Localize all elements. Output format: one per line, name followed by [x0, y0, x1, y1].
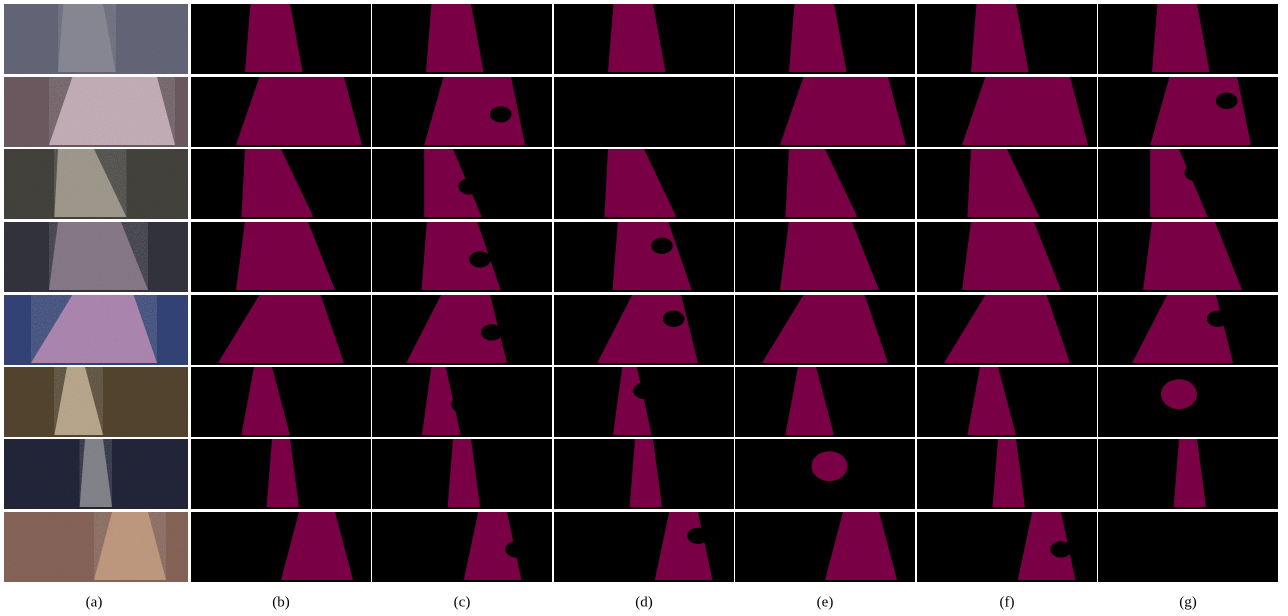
mask-hole	[481, 324, 503, 340]
column-label: (b)	[272, 594, 290, 610]
mask-hole	[687, 528, 709, 544]
mask-hole	[505, 541, 527, 557]
column-labels: (a) (b) (c) (d) (e) (f) (g)	[86, 594, 1197, 610]
mask-hole	[1184, 165, 1206, 181]
mask-hole	[451, 396, 473, 412]
column-label: (d)	[635, 594, 653, 610]
mask-hole	[651, 238, 673, 254]
figure: (a) (b) (c) (d) (e) (f) (g)	[0, 0, 1288, 616]
mask-blob	[1161, 379, 1197, 409]
mask-background	[1098, 512, 1278, 582]
mask-hole	[469, 251, 491, 267]
page: {"figure": {"column_labels": ["(a)", "(b…	[0, 0, 1288, 616]
column-label: (e)	[817, 594, 834, 610]
column-label: (c)	[454, 594, 471, 610]
mask-hole	[633, 383, 655, 399]
mask-hole	[663, 311, 685, 327]
column-label: (g)	[1179, 594, 1197, 610]
mask-hole	[1207, 311, 1229, 327]
image-grid	[4, 4, 1278, 582]
mask-hole	[458, 178, 480, 194]
mask-hole	[1216, 93, 1238, 109]
mask-hole	[1050, 541, 1072, 557]
mask-background	[554, 77, 734, 147]
column-label: (a)	[86, 594, 103, 610]
column-label: (f)	[1000, 594, 1015, 610]
mask-blob	[812, 451, 848, 481]
mask-hole	[490, 106, 512, 122]
